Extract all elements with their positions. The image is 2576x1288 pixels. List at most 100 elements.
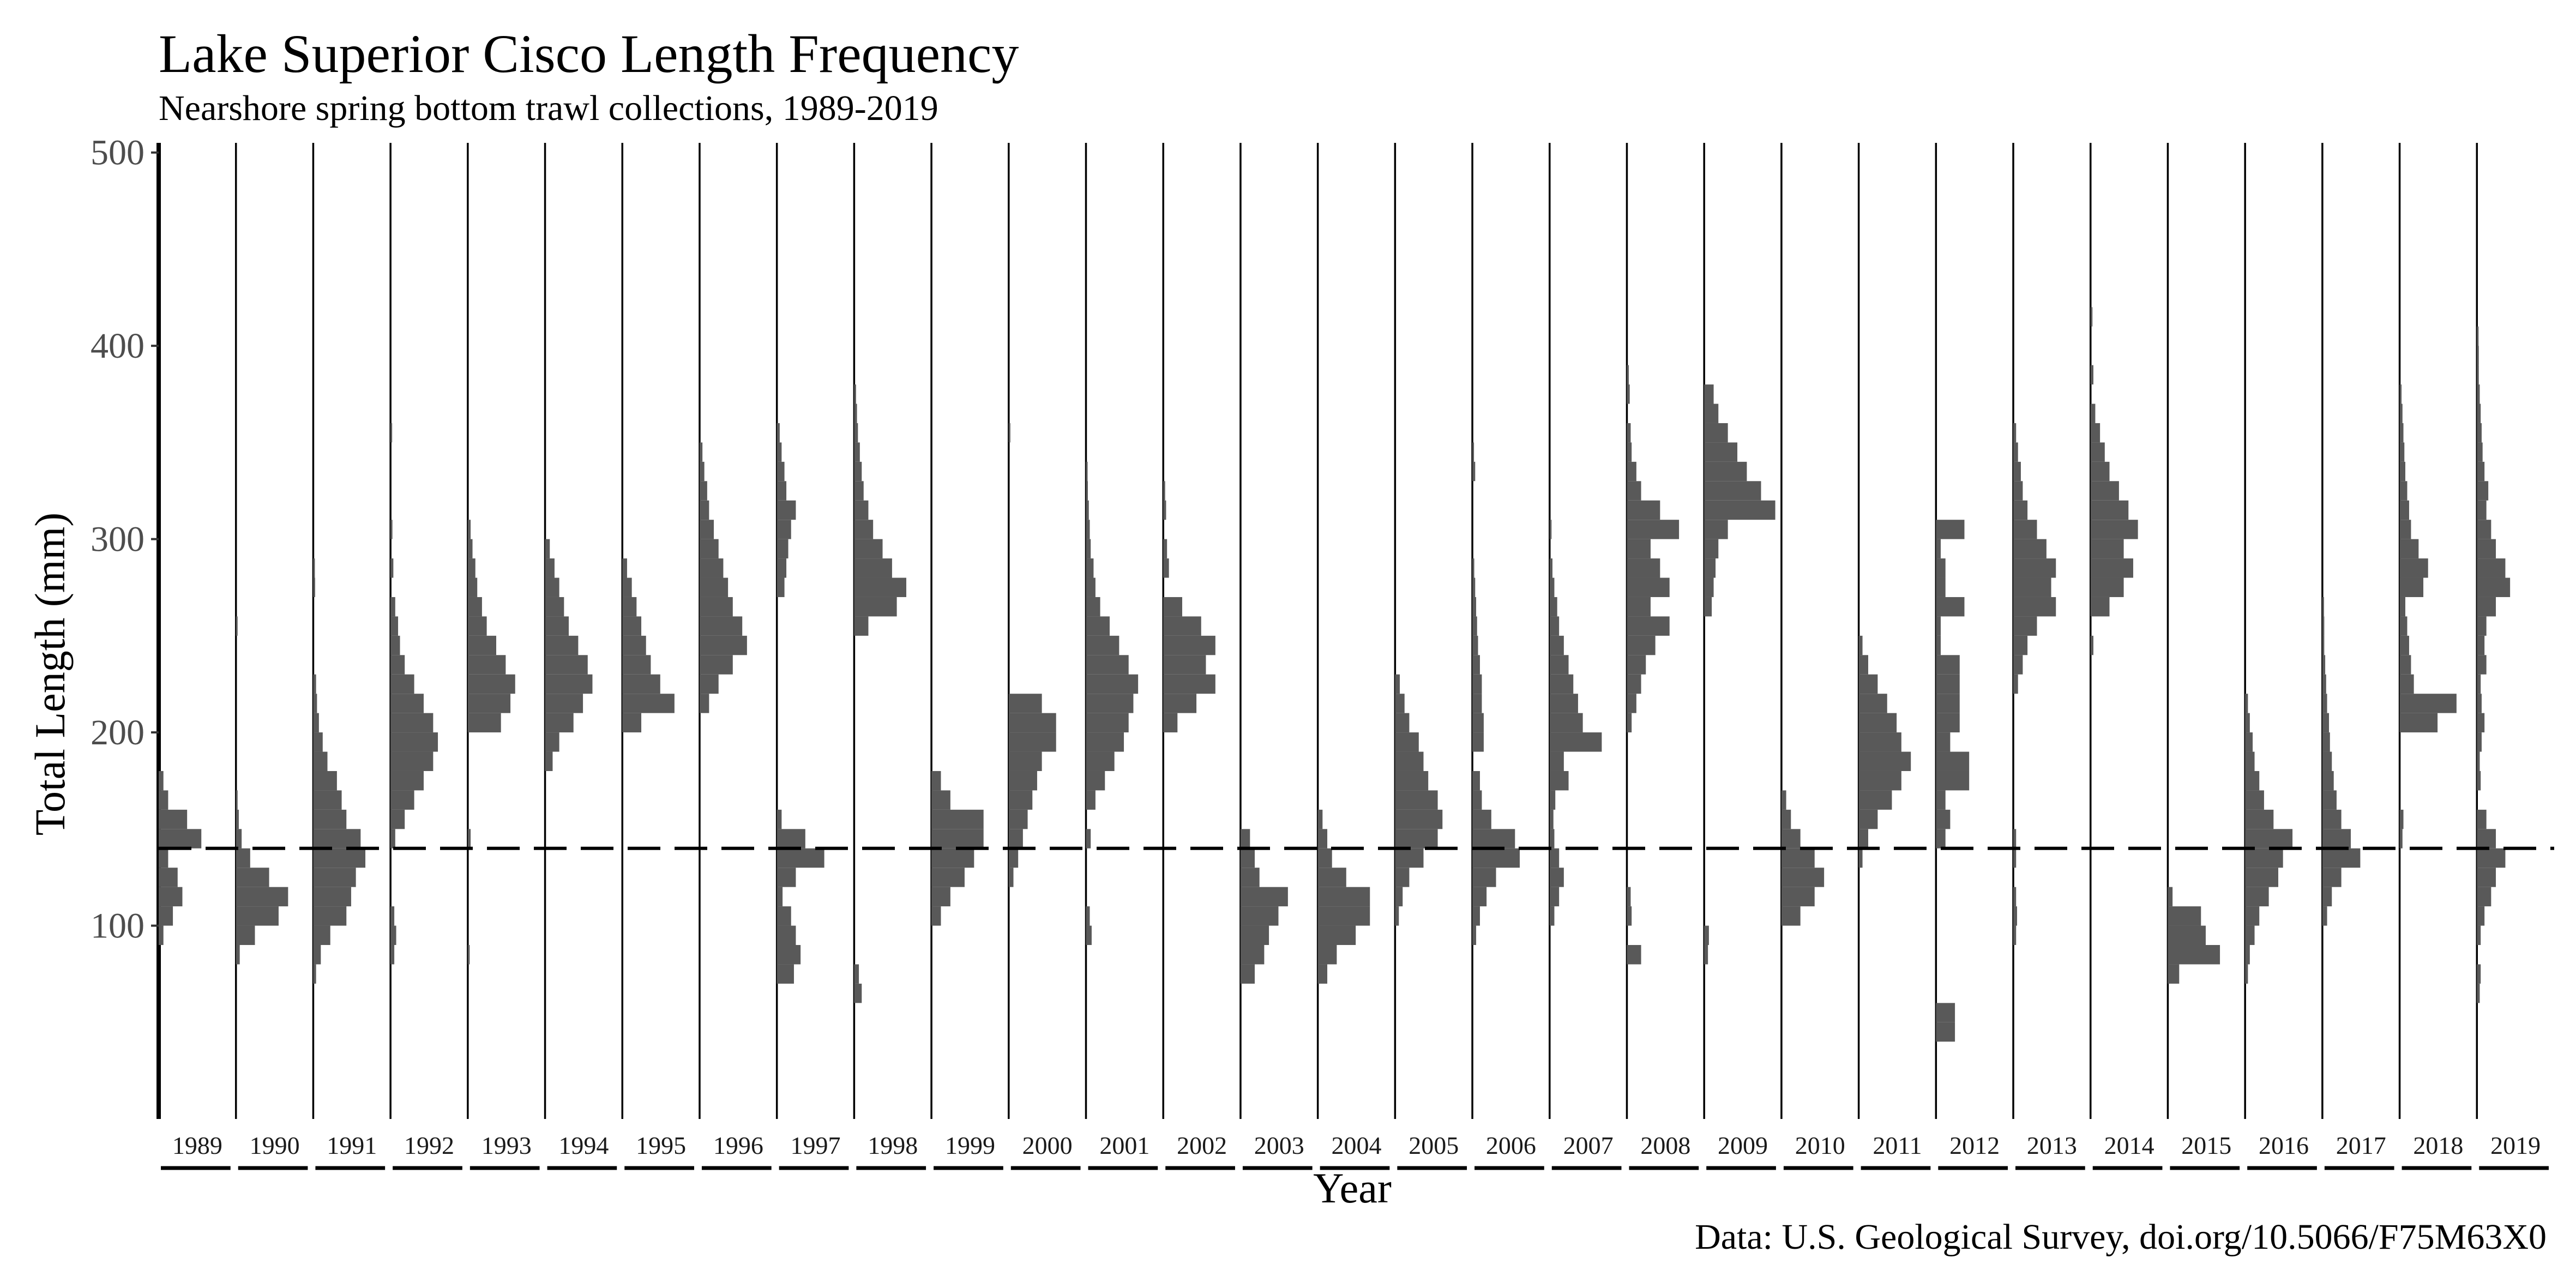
histogram-bar xyxy=(777,868,796,887)
facet-label: 2017 xyxy=(2336,1131,2386,1159)
histogram-bar xyxy=(313,674,316,694)
histogram-bar xyxy=(2477,616,2487,636)
facet-panel: 2018 xyxy=(2398,143,2472,1170)
histogram-bar xyxy=(2245,694,2248,713)
histogram-bar xyxy=(1781,809,1791,829)
histogram-bar xyxy=(2322,829,2351,848)
histogram-bar xyxy=(1395,829,1438,848)
histogram-bar xyxy=(2477,887,2491,907)
histogram-bar xyxy=(931,771,941,791)
histogram-bar xyxy=(699,461,705,482)
histogram-bar xyxy=(1472,442,1474,462)
histogram-bar xyxy=(2477,713,2485,733)
facet-panel: 2004 xyxy=(1316,143,1390,1170)
histogram-bar xyxy=(2245,829,2293,848)
histogram-bar xyxy=(1086,674,1139,694)
histogram-bar xyxy=(159,848,168,868)
histogram-bar xyxy=(1086,906,1090,926)
histogram-bar xyxy=(1086,539,1091,559)
histogram-bar xyxy=(1008,732,1056,752)
histogram-bar xyxy=(2399,829,2403,848)
histogram-bar xyxy=(1858,674,1878,694)
histogram-bar xyxy=(1395,868,1410,887)
histogram-bar xyxy=(777,829,805,848)
histogram-bar xyxy=(1317,848,1332,868)
histogram-bar xyxy=(2399,713,2438,733)
histogram-bar xyxy=(1549,635,1564,655)
histogram-bar xyxy=(1549,790,1556,810)
histogram-bar xyxy=(1549,655,1569,675)
histogram-bar xyxy=(1472,771,1480,791)
histogram-bar xyxy=(1317,829,1328,848)
histogram-bar xyxy=(159,906,173,926)
facet-label: 2010 xyxy=(1795,1131,1845,1159)
histogram-bar xyxy=(777,577,785,597)
histogram-bar xyxy=(1163,481,1165,501)
histogram-bar xyxy=(1549,520,1552,539)
histogram-bar xyxy=(1317,887,1370,907)
histogram-bar xyxy=(390,655,405,675)
histogram-bar xyxy=(313,751,328,771)
histogram-bar xyxy=(236,887,288,907)
facet-panel: 1993 xyxy=(467,143,540,1170)
facet-panel: 1994 xyxy=(544,143,617,1170)
histogram-bar xyxy=(931,829,984,848)
histogram-bar xyxy=(1627,423,1631,443)
histogram-bar xyxy=(1858,829,1868,848)
histogram-bar xyxy=(2013,674,2018,694)
facet-panel: 1992 xyxy=(389,143,462,1170)
histogram-bar xyxy=(2477,732,2482,752)
histogram-bar xyxy=(2322,694,2327,713)
histogram-bar xyxy=(313,925,330,945)
facet-label: 1993 xyxy=(482,1131,532,1159)
histogram-bar xyxy=(1086,790,1096,810)
histogram-bar xyxy=(1008,751,1042,771)
histogram-bar xyxy=(467,829,471,848)
histogram-bar xyxy=(159,868,178,887)
histogram-bar xyxy=(2168,925,2206,945)
histogram-bar xyxy=(1858,771,1901,791)
histogram-bar xyxy=(1549,558,1552,578)
histogram-bar xyxy=(2477,384,2480,404)
histogram-bar xyxy=(2090,539,2124,559)
histogram-bar xyxy=(1549,751,1564,771)
histogram-bar xyxy=(1240,925,1269,945)
histogram-bar xyxy=(545,558,555,578)
histogram-bar xyxy=(1627,655,1646,675)
histogram-bar xyxy=(1627,520,1680,539)
histogram-bar xyxy=(2477,848,2506,868)
histogram-bar xyxy=(622,694,675,713)
histogram-bar xyxy=(2245,809,2274,829)
histogram-bar xyxy=(390,751,434,771)
histogram-bar xyxy=(545,732,559,752)
histogram-bar xyxy=(2477,771,2481,791)
facet-label: 2018 xyxy=(2413,1131,2463,1159)
histogram-bar xyxy=(1163,713,1178,733)
histogram-bar xyxy=(777,423,780,443)
histogram-bar xyxy=(1549,771,1569,791)
histogram-bar xyxy=(1317,809,1323,829)
histogram-bar xyxy=(2013,829,2017,848)
histogram-bar xyxy=(1781,906,1801,926)
histogram-bar xyxy=(699,558,724,578)
histogram-bar xyxy=(1008,809,1028,829)
histogram-bar xyxy=(777,442,782,462)
histogram-bar xyxy=(1627,365,1629,385)
histogram-bar xyxy=(1472,597,1477,617)
histogram-bar xyxy=(2322,635,2325,655)
histogram-bar xyxy=(1008,868,1014,887)
histogram-bar xyxy=(1627,539,1651,559)
histogram-bar xyxy=(236,790,238,810)
histogram-bar xyxy=(2090,461,2110,482)
histogram-bar xyxy=(2399,442,2405,462)
histogram-bar xyxy=(1858,848,1863,868)
histogram-bar xyxy=(390,771,424,791)
histogram-bar xyxy=(2322,616,2325,636)
histogram-bar xyxy=(2090,423,2100,443)
histogram-bar xyxy=(313,868,356,887)
histogram-bar xyxy=(1395,848,1424,868)
histogram-bar xyxy=(1395,906,1399,926)
histogram-bar xyxy=(2013,848,2017,868)
histogram-bar xyxy=(1627,616,1670,636)
